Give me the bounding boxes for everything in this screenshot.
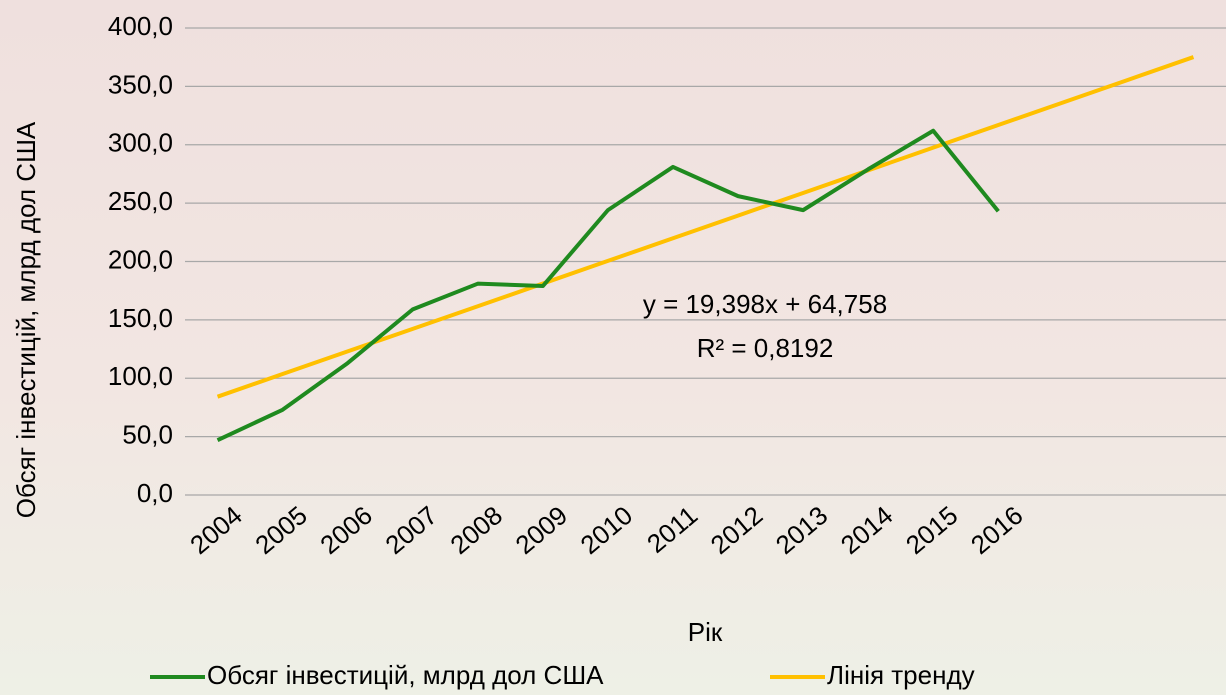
- y-tick-label: 0,0: [137, 478, 173, 508]
- x-tick-label: 2010: [575, 500, 639, 560]
- y-tick-label: 150,0: [108, 303, 173, 333]
- y-tick-label: 100,0: [108, 361, 173, 391]
- x-tick-label: 2006: [314, 500, 378, 560]
- x-tick-label: 2004: [184, 500, 248, 560]
- y-tick-label: 400,0: [108, 11, 173, 41]
- y-tick-label: 200,0: [108, 244, 173, 274]
- x-tick-label: 2014: [835, 500, 899, 560]
- y-axis-title: Обсяг інвестицій, млрд дол США: [11, 121, 41, 518]
- y-tick-label: 250,0: [108, 186, 173, 216]
- x-tick-label: 2008: [444, 500, 508, 560]
- x-tick-label: 2015: [900, 500, 964, 560]
- series-line: [218, 131, 999, 440]
- x-tick-label: 2009: [510, 500, 574, 560]
- trend-r-squared: R² = 0,8192: [697, 333, 834, 363]
- x-tick-label: 2016: [965, 500, 1029, 560]
- y-tick-label: 350,0: [108, 69, 173, 99]
- x-tick-label: 2007: [379, 500, 443, 560]
- trend-equation: y = 19,398x + 64,758: [643, 289, 887, 319]
- chart: Обсяг інвестицій, млрд дол США Рік y = 1…: [0, 0, 1226, 695]
- x-tick-label: 2011: [641, 500, 703, 559]
- x-tick-label: 2005: [249, 500, 313, 560]
- legend-label: Лінія тренду: [827, 660, 975, 690]
- y-tick-label: 50,0: [122, 420, 173, 450]
- x-axis-title: Рік: [688, 617, 723, 647]
- legend-label: Обсяг інвестицій, млрд дол США: [207, 660, 604, 690]
- x-tick-label: 2013: [770, 500, 834, 560]
- y-tick-label: 300,0: [108, 128, 173, 158]
- x-tick-label: 2012: [705, 500, 769, 560]
